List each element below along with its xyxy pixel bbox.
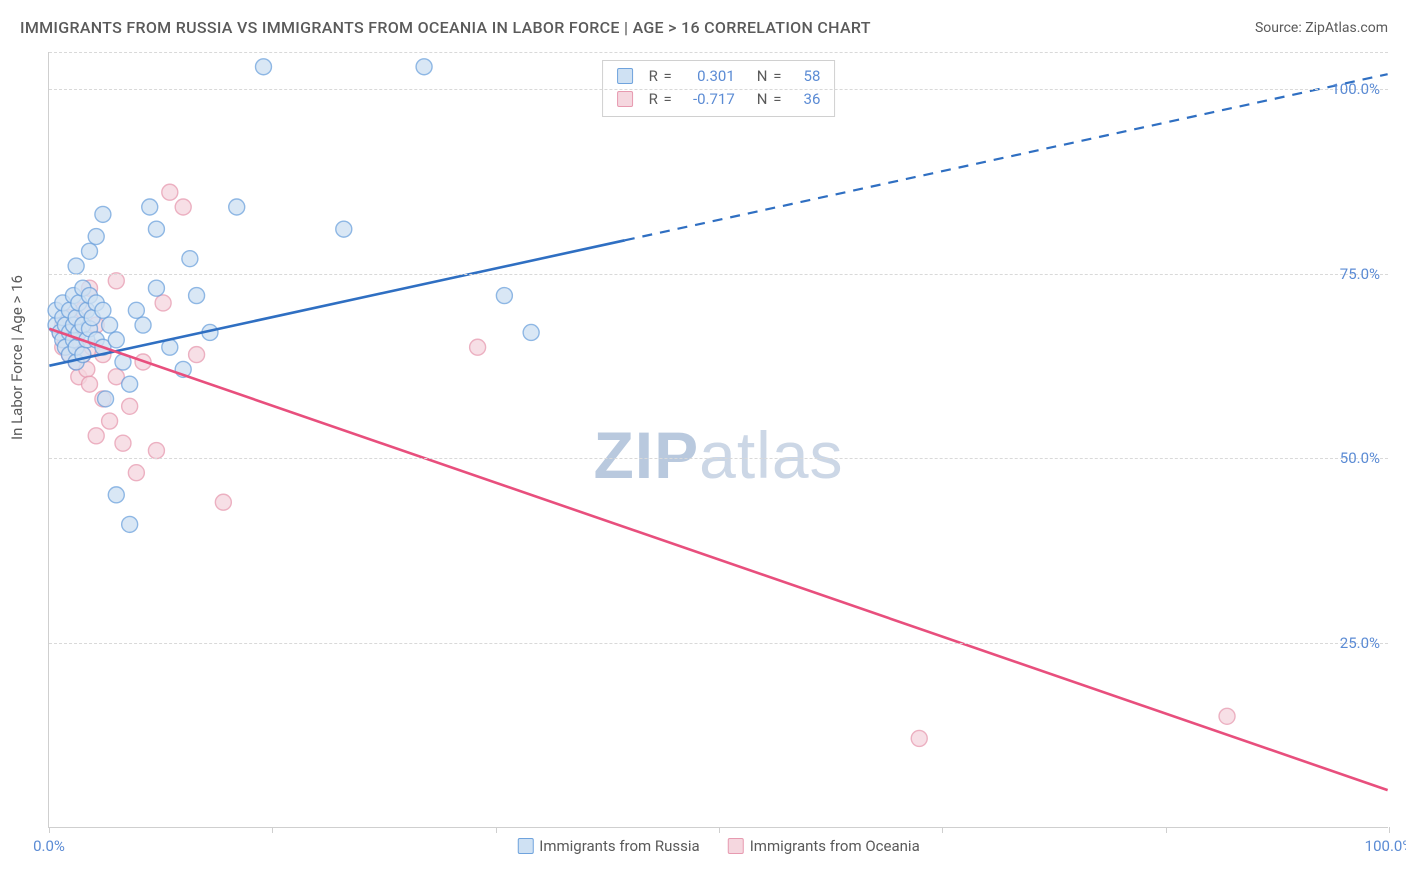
gridline [49, 643, 1388, 644]
data-point [175, 199, 191, 215]
x-tick-label: 100.0% [1365, 837, 1406, 855]
series-legend: Immigrants from Russia Immigrants from O… [517, 837, 919, 855]
gridline [49, 52, 1388, 53]
y-tick-label: 100.0% [1323, 80, 1380, 98]
y-tick-label: 75.0% [1332, 265, 1380, 283]
legend-label-pink: Immigrants from Oceania [750, 837, 920, 855]
eq-sign: = [768, 90, 782, 108]
data-point [82, 243, 98, 259]
n-value-blue: 58 [792, 65, 820, 88]
data-point [82, 376, 98, 392]
data-point [95, 206, 111, 222]
trend-line [49, 329, 1387, 790]
data-point [122, 376, 138, 392]
data-point [336, 221, 352, 237]
x-tick [719, 827, 720, 833]
data-point [1219, 708, 1235, 724]
legend-swatch-blue-bottom [517, 838, 533, 854]
legend-item-pink: Immigrants from Oceania [728, 837, 920, 855]
data-point [189, 347, 205, 363]
x-tick [1389, 827, 1390, 833]
data-point [122, 398, 138, 414]
data-point [470, 339, 486, 355]
x-tick [942, 827, 943, 833]
data-point [911, 730, 927, 746]
x-tick [272, 827, 273, 833]
n-label: N [757, 67, 769, 85]
data-point [148, 280, 164, 296]
correlation-row-blue: R = 0.301 N = 58 [617, 65, 821, 88]
data-point [108, 273, 124, 289]
data-point [215, 494, 231, 510]
x-tick-label: 0.0% [33, 837, 65, 855]
x-tick [1166, 827, 1167, 833]
n-label: N [757, 90, 769, 108]
plot-area: ZIPatlas R = 0.301 N = 58 R = -0.717 N =… [48, 52, 1388, 828]
y-tick-label: 25.0% [1332, 634, 1380, 652]
data-point [148, 443, 164, 459]
data-point [148, 221, 164, 237]
r-value-blue: 0.301 [683, 65, 735, 88]
x-tick [49, 827, 50, 833]
eq-sign: = [768, 67, 782, 85]
data-point [523, 324, 539, 340]
source-attribution: Source: ZipAtlas.com [1255, 20, 1388, 36]
y-axis-label: In Labor Force | Age > 16 [8, 275, 26, 440]
legend-swatch-blue [617, 68, 633, 84]
legend-label-blue: Immigrants from Russia [539, 837, 699, 855]
n-value-pink: 36 [792, 88, 820, 111]
data-point [108, 332, 124, 348]
r-label: R [649, 67, 659, 85]
gridline [49, 89, 1388, 90]
source-link[interactable]: ZipAtlas.com [1305, 20, 1388, 36]
data-point [135, 317, 151, 333]
data-point [182, 251, 198, 267]
data-point [142, 199, 158, 215]
data-point [108, 487, 124, 503]
chart-title: IMMIGRANTS FROM RUSSIA VS IMMIGRANTS FRO… [20, 18, 871, 37]
data-point [128, 465, 144, 481]
correlation-row-pink: R = -0.717 N = 36 [617, 88, 821, 111]
data-point [122, 516, 138, 532]
data-point [128, 302, 144, 318]
data-point [88, 428, 104, 444]
r-label: R [649, 90, 659, 108]
data-point [102, 413, 118, 429]
r-value-pink: -0.717 [683, 88, 735, 111]
data-point [416, 59, 432, 75]
data-point [115, 435, 131, 451]
source-prefix: Source: [1255, 20, 1305, 36]
data-point [95, 302, 111, 318]
chart-svg [49, 52, 1388, 827]
data-point [88, 229, 104, 245]
x-tick [496, 827, 497, 833]
data-point [102, 317, 118, 333]
data-point [98, 391, 114, 407]
data-point [155, 295, 171, 311]
eq-sign: = [659, 67, 673, 85]
legend-swatch-pink [617, 91, 633, 107]
legend-item-blue: Immigrants from Russia [517, 837, 699, 855]
data-point [189, 288, 205, 304]
data-point [162, 184, 178, 200]
legend-swatch-pink-bottom [728, 838, 744, 854]
data-point [496, 288, 512, 304]
gridline [49, 458, 1388, 459]
data-point [229, 199, 245, 215]
data-point [255, 59, 271, 75]
eq-sign: = [659, 90, 673, 108]
y-tick-label: 50.0% [1332, 449, 1380, 467]
data-point [68, 258, 84, 274]
gridline [49, 274, 1388, 275]
